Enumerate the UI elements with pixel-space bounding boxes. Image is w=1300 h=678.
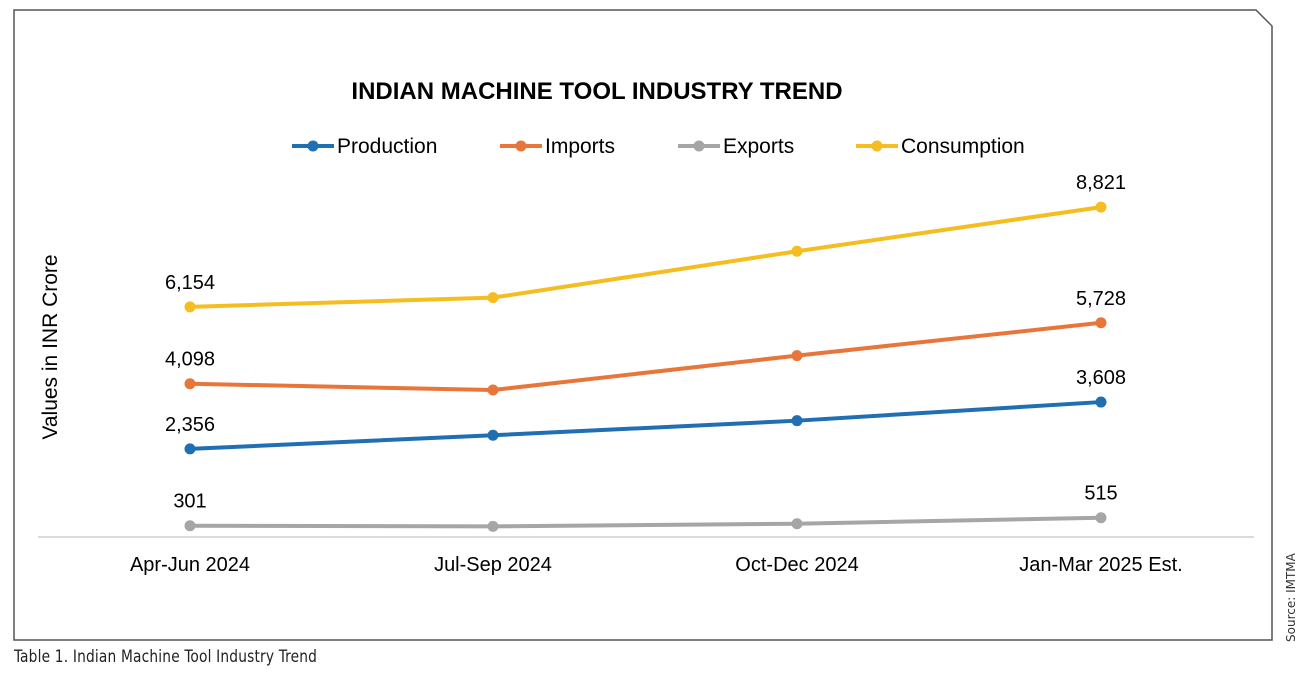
- data-point: [791, 518, 803, 530]
- data-point: [1095, 201, 1107, 213]
- data-label: 2,356: [165, 414, 215, 436]
- data-point: [1095, 396, 1107, 408]
- x-tick-label: Apr-Jun 2024: [130, 554, 250, 576]
- data-label: 6,154: [165, 272, 215, 294]
- data-point: [184, 301, 196, 313]
- data-point: [791, 245, 803, 257]
- chart-title: INDIAN MACHINE TOOL INDUSTRY TREND: [351, 78, 842, 105]
- legend-swatch-marker: [307, 140, 319, 152]
- legend: Production Imports Exports Consumption: [292, 135, 1025, 158]
- legend-label: Imports: [545, 135, 615, 158]
- data-label: 301: [173, 491, 206, 513]
- data-point: [487, 384, 499, 396]
- series-line: [189, 400, 1102, 451]
- legend-item-exports: Exports: [678, 135, 794, 158]
- data-label: 515: [1084, 483, 1117, 505]
- data-point: [487, 520, 499, 532]
- series-line: [189, 515, 1102, 529]
- legend-item-production: Production: [292, 135, 437, 158]
- legend-swatch-marker: [515, 140, 527, 152]
- legend-label: Exports: [723, 135, 794, 158]
- series-exports: 301 515: [173, 483, 1118, 532]
- x-tick-labels: Apr-Jun 2024 Jul-Sep 2024 Oct-Dec 2024 Jan-…: [130, 554, 1183, 576]
- series-line: [189, 205, 1102, 309]
- series-consumption: 6,154 8,821: [165, 172, 1126, 313]
- legend-label: Consumption: [901, 135, 1025, 158]
- legend-swatch-marker: [693, 140, 705, 152]
- data-point: [184, 443, 196, 455]
- data-point: [791, 415, 803, 427]
- data-point: [184, 520, 196, 532]
- legend-label: Production: [337, 135, 437, 158]
- data-point: [487, 292, 499, 304]
- data-label: 5,728: [1076, 288, 1126, 310]
- figure-caption: Table 1. Indian Machine Tool Industry Tr…: [14, 647, 318, 667]
- data-point: [791, 350, 803, 362]
- data-point: [1095, 317, 1107, 329]
- data-point: [1095, 512, 1107, 524]
- series-layer: 2,356 3,608 4,098 5,728 301 515 6,154 8,821: [165, 172, 1126, 532]
- data-label: 8,821: [1076, 172, 1126, 194]
- x-tick-label: Jan-Mar 2025 Est.: [1019, 554, 1182, 576]
- series-line: [189, 320, 1102, 393]
- series-production: 2,356 3,608: [165, 367, 1126, 455]
- data-point: [184, 378, 196, 390]
- legend-swatch-marker: [871, 140, 883, 152]
- source-note: Source: IMTMA: [1284, 553, 1298, 642]
- y-axis-label: Values in INR Crore: [39, 254, 62, 439]
- legend-item-imports: Imports: [500, 135, 615, 158]
- x-tick-label: Oct-Dec 2024: [735, 554, 858, 576]
- legend-item-consumption: Consumption: [856, 135, 1025, 158]
- data-point: [487, 429, 499, 441]
- data-label: 4,098: [165, 349, 215, 371]
- data-label: 3,608: [1076, 367, 1126, 389]
- x-tick-label: Jul-Sep 2024: [434, 554, 552, 576]
- series-imports: 4,098 5,728: [165, 288, 1126, 396]
